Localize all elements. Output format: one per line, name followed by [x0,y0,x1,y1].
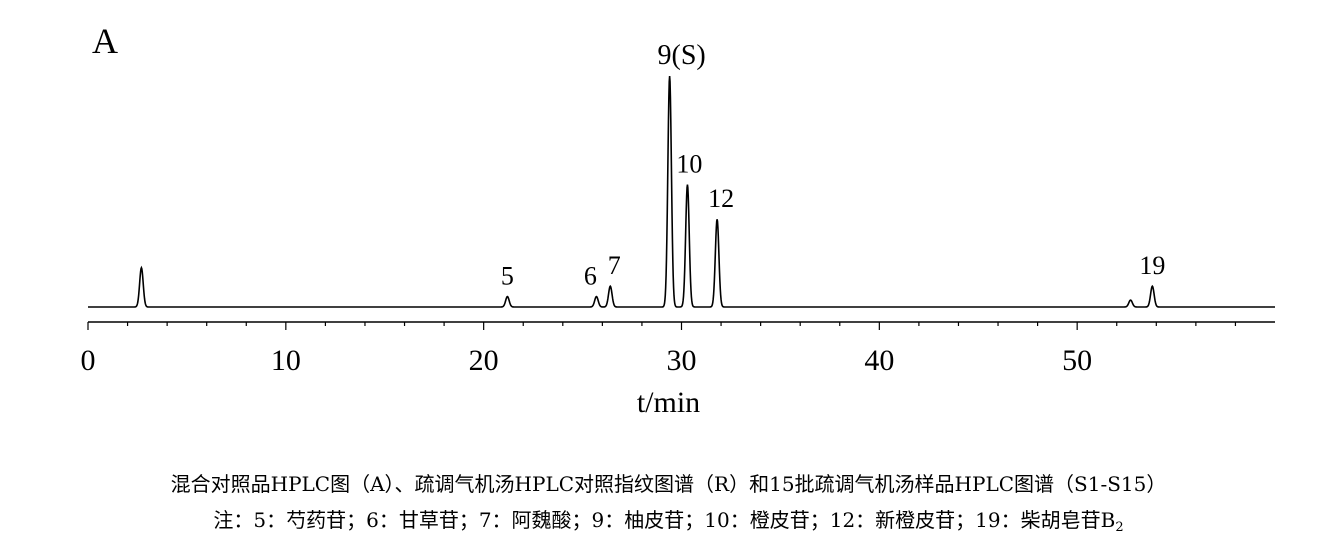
figure-caption: 混合对照品HPLC图（A）、疏调气机汤HPLC对照指纹图谱（R）和15批疏调气机… [170,472,1167,496]
figure-note-subscript: 2 [1115,520,1124,535]
figure-note: 注：5：芍药苷；6：甘草苷；7：阿魏酸；9：柚皮苷；10：橙皮苷；12：新橙皮苷… [0,504,1337,535]
x-tick-label: 30 [667,344,697,377]
peak-label: 10 [676,150,702,179]
x-axis-label: t/min [636,386,701,419]
peak-label: 19 [1139,251,1165,280]
x-tick-label: 40 [864,344,894,377]
peak-label: 7 [608,251,621,280]
figure-note-text: 注：5：芍药苷；6：甘草苷；7：阿魏酸；9：柚皮苷；10：橙皮苷；12：新橙皮苷… [213,508,1116,532]
x-tick-label: 50 [1062,344,1092,377]
x-tick-label: 20 [469,344,499,377]
peak-label: 5 [501,262,514,291]
peak-label: 9(S) [658,40,706,71]
chromatogram-trace [88,75,1275,308]
x-tick-label: 10 [271,344,301,377]
x-ticks [87,322,1237,330]
peak-label: 6 [584,262,597,291]
x-tick-labels: 0 10 20 30 40 50 [81,344,1093,377]
x-tick-label: 0 [81,344,96,377]
peak-label: 12 [708,184,734,213]
panel-label: A [92,21,118,61]
